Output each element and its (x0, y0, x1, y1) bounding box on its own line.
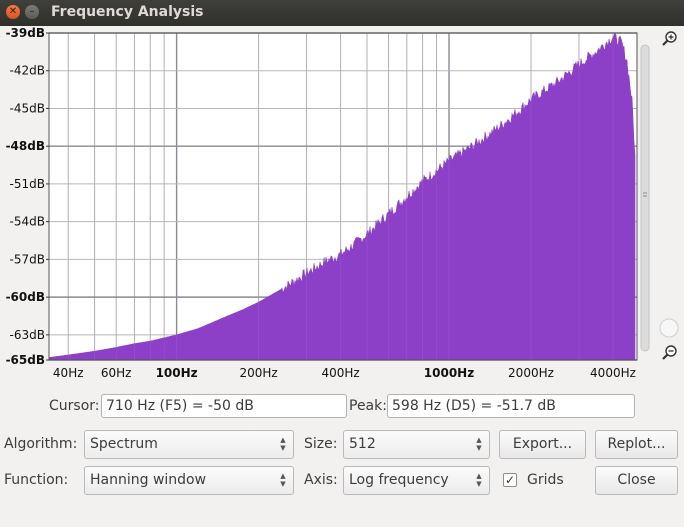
x-tick-label: 100Hz (156, 366, 198, 380)
vertical-zoom-slider (640, 44, 650, 352)
algorithm-label: Algorithm: (4, 436, 78, 452)
zoom-in-icon[interactable] (662, 31, 677, 46)
close-button[interactable]: Close (595, 466, 678, 495)
peak-label: Peak: (349, 398, 387, 414)
function-select-value: Hanning window (90, 472, 207, 488)
export-button[interactable]: Export... (499, 430, 586, 459)
y-tick-label: -65dB (6, 353, 45, 367)
y-tick-label: -45dB (10, 101, 45, 115)
x-tick-label: 400Hz (321, 366, 359, 380)
spectrum-area (48, 32, 636, 361)
y-tick-label: -57dB (10, 252, 45, 266)
peak-readout-field: 598 Hz (D5) = -51.7 dB (387, 394, 635, 418)
x-tick-label: 200Hz (239, 366, 277, 380)
y-tick-label: -63dB (10, 328, 45, 342)
zoom-out-icon[interactable] (662, 345, 677, 360)
x-tick-label: 1000Hz (424, 366, 474, 380)
updown-arrows-icon: ▲ ▼ (476, 436, 482, 452)
checkmark-icon: ✓ (504, 473, 516, 487)
y-tick-label: -48dB (6, 139, 45, 153)
y-tick-label: -51dB (10, 177, 45, 191)
updown-arrows-icon: ▲ ▼ (280, 472, 286, 488)
y-tick-label: -54dB (10, 215, 45, 229)
spectrum-plot[interactable]: -39dB -42dB -45dB -48dB -51dB -54dB -57dB -60dB… (0, 26, 684, 387)
grids-label: Grids (527, 472, 564, 488)
x-tick-label: 40Hz (53, 366, 84, 380)
updown-arrows-icon: ▲ ▼ (280, 436, 286, 452)
function-select[interactable]: Hanning window ▲ ▼ (84, 466, 294, 495)
window-title: Frequency Analysis (51, 4, 204, 20)
axis-select[interactable]: Log frequency ▲ ▼ (343, 466, 490, 495)
size-select-value: 512 (349, 436, 376, 452)
x-tick-label: 60Hz (101, 366, 132, 380)
function-label: Function: (4, 472, 69, 488)
y-tick-label: -60dB (6, 290, 45, 304)
size-select[interactable]: 512 ▲ ▼ (343, 430, 490, 459)
grids-checkbox[interactable]: ✓ (503, 473, 517, 487)
y-tick-label: -42dB (10, 64, 45, 78)
title-bar: ✕ – Frequency Analysis (0, 0, 684, 26)
cursor-readout-field: 710 Hz (F5) = -50 dB (101, 394, 347, 418)
axis-select-value: Log frequency (349, 472, 449, 488)
replot-button[interactable]: Replot... (595, 430, 678, 459)
cursor-label: Cursor: (49, 398, 100, 414)
plot-border (48, 32, 638, 361)
axis-label: Axis: (304, 472, 338, 488)
x-tick-label: 4000Hz (590, 366, 636, 380)
spectrum-plot-area: -39dB -42dB -45dB -48dB -51dB -54dB -57dB -60dB… (0, 26, 684, 391)
window-minimize-button[interactable]: – (25, 5, 39, 19)
y-tick-label: -39dB (6, 27, 45, 40)
x-tick-label: 2000Hz (508, 366, 554, 380)
algorithm-select[interactable]: Spectrum ▲ ▼ (84, 430, 294, 459)
updown-arrows-icon: ▲ ▼ (476, 472, 482, 488)
zoom-slider-handle (659, 318, 679, 338)
window-close-button[interactable]: ✕ (6, 5, 20, 19)
size-label: Size: (304, 436, 338, 452)
algorithm-select-value: Spectrum (90, 436, 158, 452)
